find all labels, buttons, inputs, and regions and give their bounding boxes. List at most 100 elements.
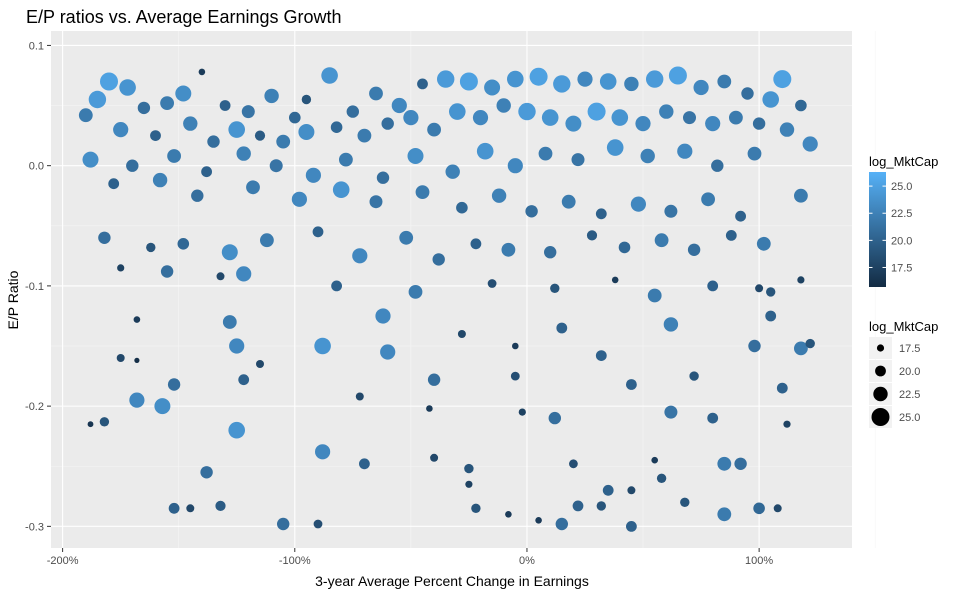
data-point [802, 136, 818, 152]
data-point [449, 103, 466, 120]
data-point [656, 473, 667, 483]
data-point [355, 392, 364, 401]
data-point [228, 421, 245, 439]
data-point [276, 134, 291, 149]
data-point [571, 153, 585, 167]
x-tick-label: -200% [47, 555, 79, 567]
data-point [741, 87, 754, 100]
y-tick-label: 0.1 [29, 40, 44, 52]
data-point [595, 208, 607, 220]
data-point [108, 178, 120, 190]
data-point [314, 337, 331, 355]
data-point [680, 497, 690, 507]
x-tick-label: -100% [279, 555, 311, 567]
data-point [518, 102, 536, 121]
data-point [88, 90, 107, 109]
data-point [548, 411, 561, 425]
data-point [167, 378, 181, 391]
y-tick-label: -0.1 [25, 281, 44, 293]
data-point [677, 143, 693, 159]
data-point [734, 457, 747, 470]
data-point [599, 73, 617, 90]
data-point [129, 392, 145, 408]
y-tick-label: 0.0 [29, 161, 44, 173]
data-point [572, 500, 584, 512]
size-legend-point [873, 386, 888, 402]
data-point [627, 486, 636, 495]
data-point [369, 195, 383, 209]
data-point [611, 109, 629, 126]
data-point [246, 180, 260, 195]
data-point [805, 338, 815, 349]
data-point [289, 111, 301, 124]
size-legend-title: log_MktCap [869, 319, 938, 334]
color-legend-label: 20.0 [891, 235, 912, 247]
data-point [550, 283, 560, 293]
x-axis-ticks: -200% -100% 0% 100% [47, 548, 773, 567]
data-point [456, 201, 468, 214]
data-point [711, 159, 724, 172]
data-point [596, 501, 606, 511]
data-point [747, 146, 762, 161]
data-point [133, 316, 141, 323]
data-point [99, 417, 110, 427]
y-tick-label: -0.2 [25, 401, 44, 413]
data-point [577, 71, 593, 87]
data-point [795, 99, 807, 112]
data-point [82, 151, 99, 168]
color-legend-label: 22.5 [891, 208, 912, 220]
data-point [595, 350, 607, 361]
data-points [78, 66, 818, 532]
data-point [501, 242, 516, 257]
data-point [544, 246, 557, 259]
size-legend-point [871, 408, 890, 426]
data-point [291, 191, 307, 207]
data-point [762, 91, 779, 108]
data-point [221, 244, 238, 261]
data-point [512, 342, 519, 350]
size-legend-label: 20.0 [899, 366, 920, 378]
size-legend-label: 25.0 [899, 412, 920, 424]
size-legend-label: 17.5 [899, 343, 920, 355]
data-point [779, 122, 795, 137]
data-point [332, 181, 350, 198]
data-point [755, 284, 764, 293]
data-point [331, 280, 342, 292]
data-point [535, 517, 542, 524]
data-point [238, 374, 250, 386]
data-point [470, 238, 482, 250]
data-point [794, 188, 808, 203]
data-point [430, 453, 439, 462]
data-point [321, 67, 338, 84]
data-point [471, 503, 481, 513]
data-point [381, 117, 394, 130]
data-point [555, 517, 568, 531]
data-point [635, 116, 651, 132]
color-legend-label: 17.5 [891, 262, 912, 274]
data-point [587, 102, 606, 121]
data-point [776, 382, 788, 394]
y-tick-label: -0.3 [25, 521, 44, 533]
data-point [748, 339, 761, 353]
data-point [113, 122, 129, 138]
y-axis-title: E/P Ratio [5, 270, 21, 329]
data-point [735, 210, 746, 222]
data-point [426, 405, 433, 412]
data-point [160, 96, 175, 110]
data-point [664, 204, 678, 218]
data-point [264, 88, 279, 104]
data-point [186, 504, 195, 513]
data-point [315, 444, 331, 460]
data-point [376, 171, 390, 184]
data-point [510, 371, 520, 381]
size-legend-point [876, 344, 885, 352]
data-point [773, 70, 792, 89]
data-point [464, 463, 474, 474]
data-point [556, 322, 568, 334]
data-point [491, 188, 507, 203]
data-point [525, 205, 538, 218]
data-point [100, 72, 118, 91]
data-point [241, 105, 255, 119]
data-point [565, 115, 582, 132]
